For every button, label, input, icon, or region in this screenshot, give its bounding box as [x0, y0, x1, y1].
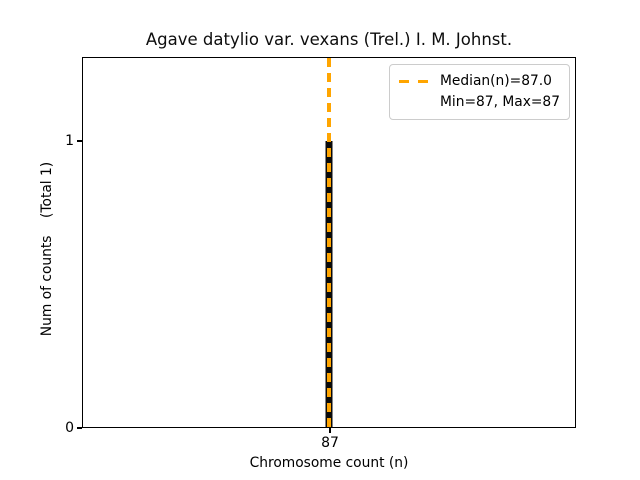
- xtick-mark-87: [329, 428, 331, 434]
- ytick-label-0: 0: [65, 420, 74, 436]
- plot-area: Median(n)=87.0 Min=87, Max=87: [82, 57, 576, 428]
- y-axis-label: Num of counts (Total 1): [39, 161, 55, 337]
- ytick-label-1: 1: [65, 133, 74, 149]
- legend-handle-spacer: [399, 101, 428, 105]
- median-dashed-line-icon: [398, 79, 428, 84]
- median-dashed-line: [327, 58, 331, 427]
- legend-minmax-label: Min=87, Max=87: [439, 94, 560, 110]
- x-axis-label: Chromosome count (n): [249, 455, 409, 471]
- legend: Median(n)=87.0 Min=87, Max=87: [388, 64, 570, 120]
- xtick-label-87: 87: [321, 435, 339, 451]
- ytick-mark-0: [77, 427, 82, 429]
- legend-entry-median: Median(n)=87.0: [398, 71, 560, 92]
- legend-entry-minmax: Min=87, Max=87: [399, 92, 560, 113]
- chart-title: Agave datylio var. vexans (Trel.) I. M. …: [145, 30, 513, 49]
- legend-median-label: Median(n)=87.0: [439, 73, 552, 89]
- ytick-mark-1: [77, 140, 82, 142]
